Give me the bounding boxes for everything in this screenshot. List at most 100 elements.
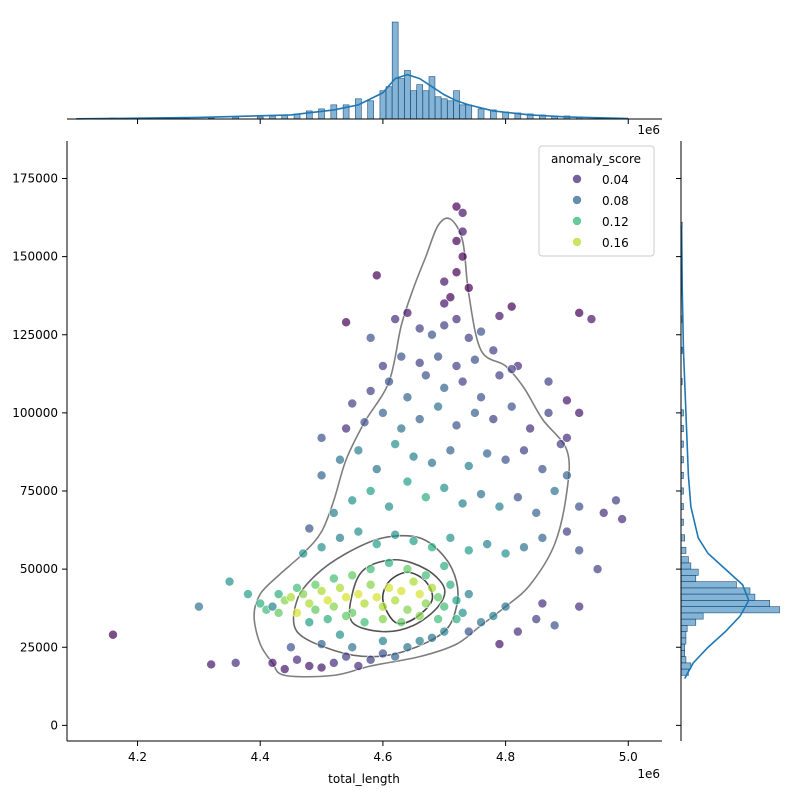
scatter-point xyxy=(316,433,327,443)
scatter-point xyxy=(463,545,474,556)
scatter-point xyxy=(433,351,443,362)
scatter-point xyxy=(396,586,407,596)
scatter-point xyxy=(439,483,450,493)
scatter-point xyxy=(396,617,407,628)
scatter-point xyxy=(451,595,462,606)
scatter-point xyxy=(562,526,572,537)
scatter-point xyxy=(335,454,345,465)
marginal-x-bar xyxy=(330,104,338,120)
scatter-point xyxy=(298,548,308,559)
marginal-y-bar xyxy=(680,662,692,670)
scatter-point xyxy=(433,592,443,603)
scatter-point xyxy=(347,570,358,581)
scatter-point xyxy=(384,583,394,593)
scatter-point xyxy=(316,470,327,481)
scatter-point xyxy=(304,661,315,671)
scatter-point xyxy=(402,392,413,403)
x-ticks: 4.2 4.4 4.6 4.8 5.0 xyxy=(128,119,638,764)
scatter-point xyxy=(439,298,450,309)
scatter-point xyxy=(494,370,505,381)
scatter-point xyxy=(457,226,468,237)
scatter-point xyxy=(329,573,339,584)
scatter-point xyxy=(402,308,413,318)
scatter-point xyxy=(365,333,376,343)
scatter-point xyxy=(457,498,468,509)
scatter-point xyxy=(267,658,278,668)
x-offset-label-top: 1e6 xyxy=(637,123,660,137)
kde-contour xyxy=(381,571,434,625)
scatter-point xyxy=(617,514,627,524)
scatter-point xyxy=(611,495,621,506)
marginal-y-bar xyxy=(680,568,699,576)
scatter-point xyxy=(439,276,450,287)
scatter-point xyxy=(371,270,382,281)
marginal-x-bar xyxy=(434,96,442,120)
scatter-point xyxy=(390,595,400,606)
scatter-point xyxy=(463,333,474,343)
scatter-point xyxy=(463,589,474,599)
legend-title: anomaly_score xyxy=(551,152,641,166)
scatter-point xyxy=(513,626,523,637)
scatter-point xyxy=(531,614,542,624)
scatter-point xyxy=(353,445,364,456)
marginal-y-bar xyxy=(680,556,689,564)
scatter-point xyxy=(384,501,394,512)
marginal-y-bar xyxy=(680,631,687,639)
scatter-point xyxy=(408,536,419,546)
scatter-point xyxy=(371,592,382,603)
scatter-point xyxy=(519,542,529,553)
scatter-point xyxy=(537,598,548,609)
scatter-point xyxy=(353,526,364,537)
y-tick-label: 75000 xyxy=(20,484,58,498)
x-tick-label: 4.4 xyxy=(251,750,270,764)
scatter-point xyxy=(329,658,339,668)
legend-label: 0.04 xyxy=(602,173,629,187)
marginal-y-bar xyxy=(680,575,697,582)
y-tick-label: 150000 xyxy=(12,250,58,264)
scatter-point xyxy=(543,376,554,387)
marginal-y-kde xyxy=(680,225,750,679)
scatter-point xyxy=(353,589,364,599)
scatter-points xyxy=(108,201,627,674)
marginal-x-bar xyxy=(391,21,399,120)
scatter-point xyxy=(359,617,370,628)
scatter-point xyxy=(555,439,566,449)
scatter-point xyxy=(365,386,376,396)
scatter-point xyxy=(378,614,388,624)
scatter-point xyxy=(506,401,517,412)
x-tick-label: 4.2 xyxy=(128,750,147,764)
scatter-point xyxy=(322,595,333,606)
scatter-point xyxy=(457,376,468,387)
scatter-point xyxy=(316,662,327,673)
scatter-point xyxy=(476,326,486,337)
scatter-point xyxy=(506,364,517,374)
scatter-point xyxy=(378,601,388,612)
scatter-point xyxy=(421,492,431,503)
marginal-y-bar xyxy=(680,612,704,620)
marginal-y-bar xyxy=(680,562,692,570)
scatter-point xyxy=(427,458,437,468)
scatter-point xyxy=(273,608,284,618)
marginal-y-bar xyxy=(680,587,751,595)
marginal-y-bar xyxy=(680,637,687,645)
scatter-point xyxy=(206,659,216,670)
scatter-point xyxy=(316,639,327,649)
marginal-y-bar xyxy=(680,625,688,632)
scatter-point xyxy=(341,651,351,662)
scatter-point xyxy=(476,617,486,628)
x-tick-label: 5.0 xyxy=(619,750,638,764)
scatter-point xyxy=(476,392,486,403)
y-tick-label: 25000 xyxy=(20,640,58,654)
scatter-point xyxy=(457,251,468,262)
scatter-point xyxy=(488,345,499,356)
marginal-x-bar xyxy=(453,90,460,120)
scatter-point xyxy=(304,598,315,609)
scatter-point xyxy=(482,448,492,459)
marginal-x-bar xyxy=(367,100,374,120)
marginal-y-bar xyxy=(680,600,770,607)
scatter-point xyxy=(439,626,450,637)
scatter-point xyxy=(402,642,413,653)
scatter-point xyxy=(378,361,388,371)
y-tick-label: 0 xyxy=(50,718,58,732)
scatter-point xyxy=(427,633,437,643)
